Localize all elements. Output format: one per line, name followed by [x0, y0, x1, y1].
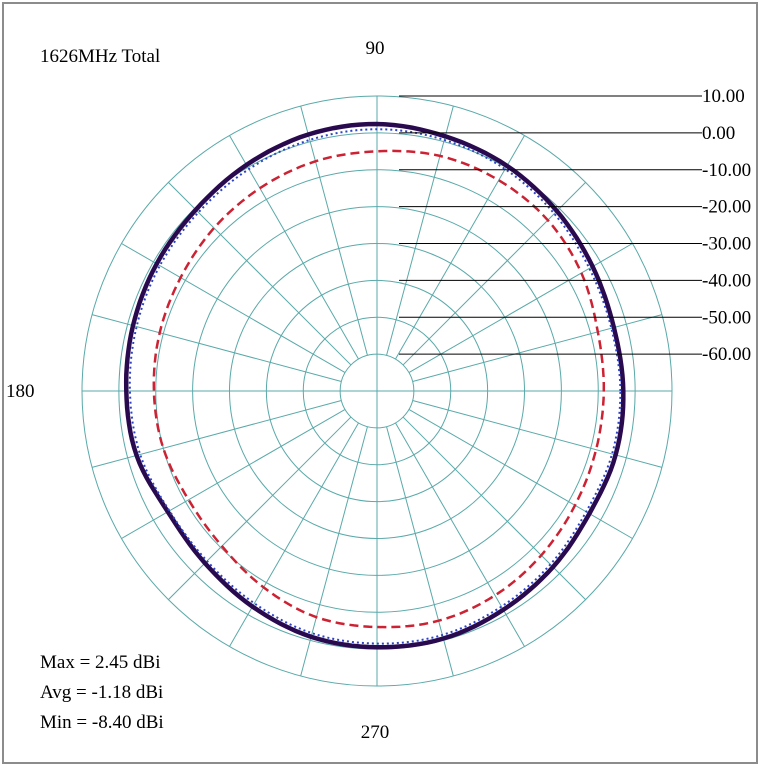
radial-tick-label: -60.00: [702, 344, 751, 365]
grid-spoke: [229, 135, 359, 360]
grid-spoke: [91, 400, 342, 468]
chart-title: 1626MHz Total: [40, 46, 160, 67]
angle-label-90: 90: [366, 38, 385, 59]
grid-spoke: [402, 416, 586, 600]
polar-chart: 10.00 0.00 -10.00 -20.00 -30.00 -40.00 -50.00 -…: [6, 38, 751, 743]
grid-spoke: [300, 426, 368, 677]
stat-avg: Avg = -1.18 dBi: [40, 682, 163, 703]
grid-spoke: [121, 409, 346, 539]
grid-spoke: [408, 409, 633, 539]
radial-tick-label: -10.00: [702, 160, 751, 181]
grid-spoke: [300, 105, 368, 356]
radial-tick-label: 0.00: [702, 123, 735, 144]
radial-tick-label: -40.00: [702, 270, 751, 291]
grid-spoke: [412, 400, 663, 468]
grid-spoke: [121, 243, 346, 373]
angle-label-180: 180: [6, 381, 35, 402]
grid-spoke: [168, 182, 352, 366]
grid-spoke: [229, 422, 359, 647]
series-line-1: [123, 121, 626, 650]
grid-spoke: [168, 416, 352, 600]
series-line-3: [152, 149, 606, 629]
radial-tick-label: -50.00: [702, 307, 751, 328]
grid-spoke: [412, 314, 663, 382]
radial-tick-label: -20.00: [702, 197, 751, 218]
stat-min: Min = -8.40 dBi: [40, 712, 164, 733]
grid-spoke: [402, 182, 586, 366]
polar-grid: [81, 95, 673, 687]
radial-tick-label: -30.00: [702, 234, 751, 255]
series-layer: [123, 121, 626, 650]
radial-ticks: 10.00 0.00 -10.00 -20.00 -30.00 -40.00 -50.00 -…: [399, 86, 751, 365]
grid-spoke: [408, 243, 633, 373]
grid-spoke: [395, 135, 525, 360]
stat-max: Max = 2.45 dBi: [40, 652, 161, 673]
grid-spoke: [386, 105, 454, 356]
radial-tick-label: 10.00: [702, 86, 745, 107]
angle-label-270: 270: [361, 722, 390, 743]
